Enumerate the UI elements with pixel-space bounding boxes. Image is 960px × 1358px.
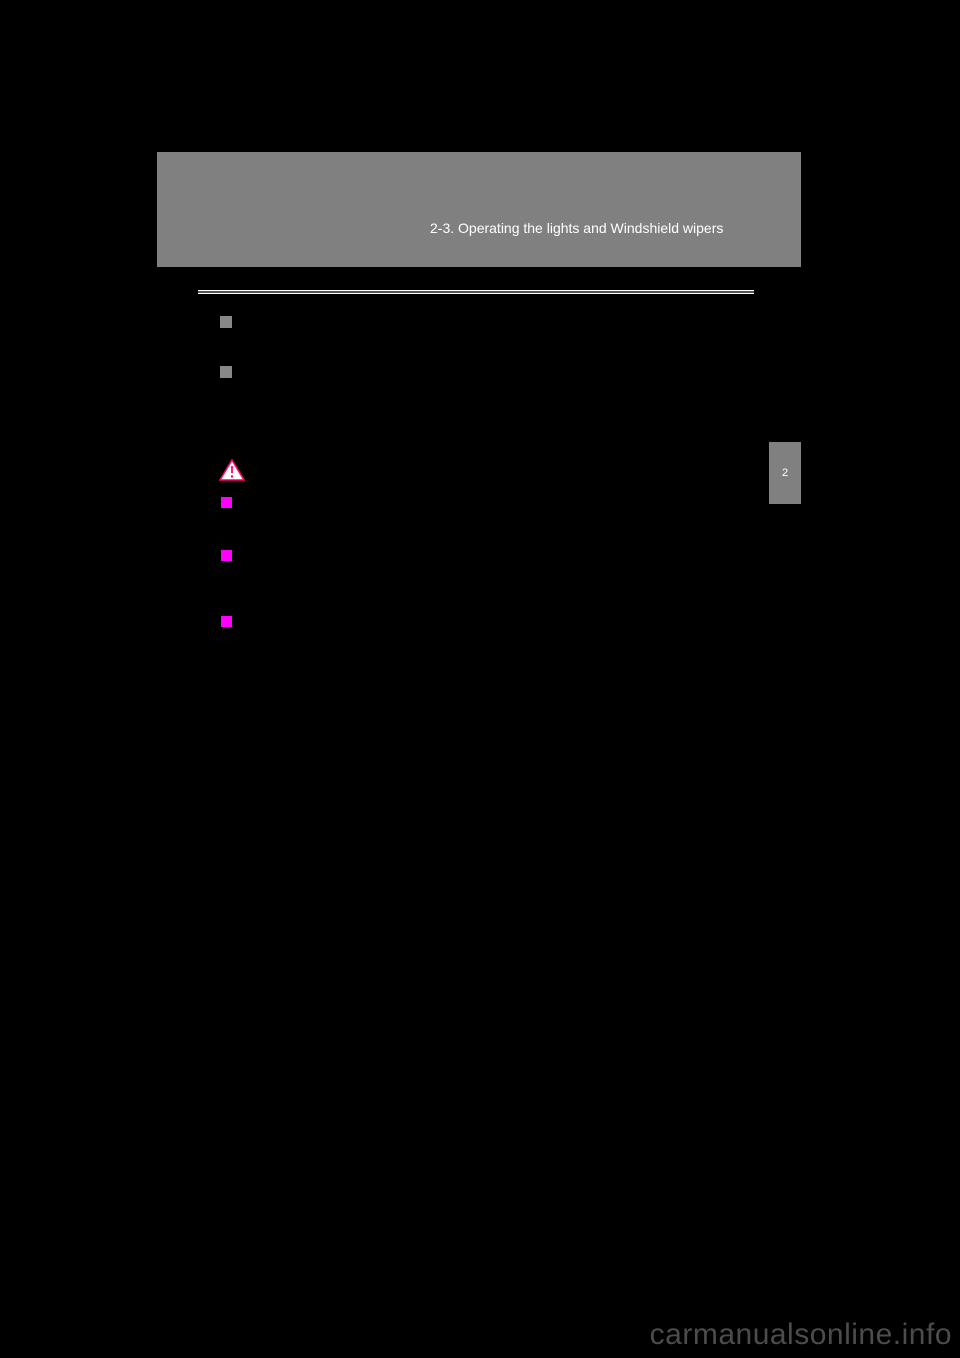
info-bullet-icon (220, 366, 232, 378)
section-header-label: 2-3. Operating the lights and Windshield… (430, 220, 723, 236)
caution-bullet-icon (221, 550, 232, 561)
watermark-text: carmanualsonline.info (650, 1318, 952, 1352)
caution-triangle-icon (219, 459, 245, 481)
caution-bullet-icon (221, 497, 232, 508)
chapter-side-tab: 2 (769, 442, 801, 504)
content-divider-inner (198, 291, 754, 293)
section-header-bar (157, 152, 801, 267)
caution-bullet-icon (221, 616, 232, 627)
info-bullet-icon (220, 316, 232, 328)
chapter-number: 2 (782, 467, 788, 479)
